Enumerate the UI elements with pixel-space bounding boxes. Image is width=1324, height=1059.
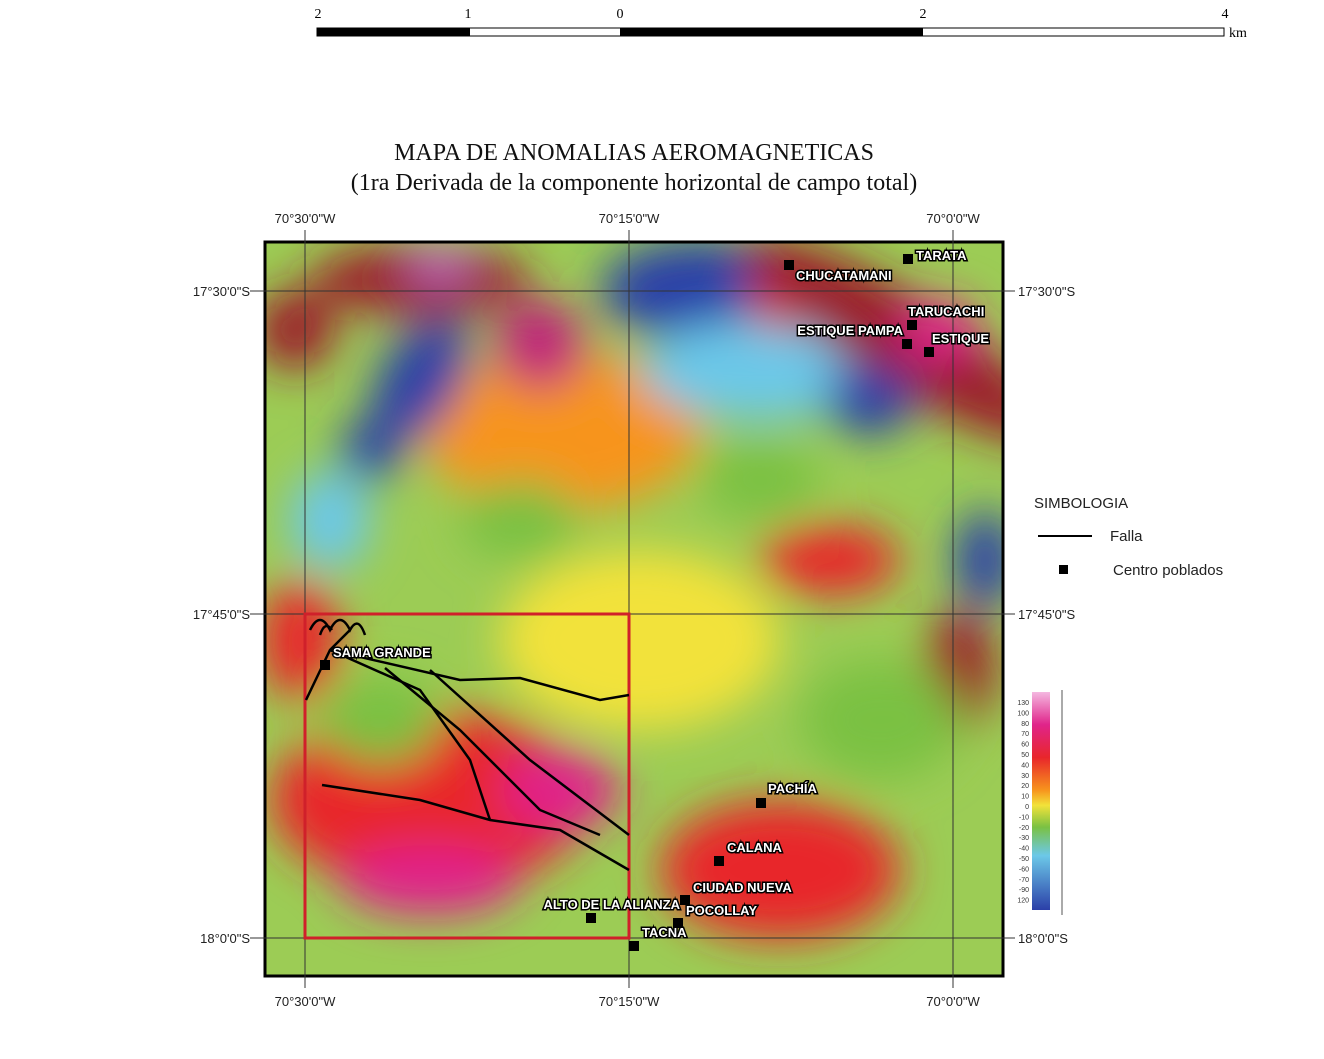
place-label: ESTIQUE [932,331,989,346]
map-frame [263,240,1005,978]
place-label: POCOLLAY [686,903,757,918]
colorbar-label: -90 [1019,887,1029,894]
legend-item: Centro poblados [1113,562,1223,579]
scale-label: 2 [920,7,927,22]
colorbar-label: 100 [1017,710,1029,717]
scale-label: 1 [465,7,472,22]
colorbar-label: 70 [1021,731,1029,738]
scale-label: 2 [315,7,322,22]
colorbar-label: 20 [1021,783,1029,790]
anomaly-raster [265,242,1003,976]
place-marker [907,320,917,330]
place-marker [586,913,596,923]
place-label: CIUDAD NUEVA [693,880,792,895]
scale-bar [316,27,1225,37]
place-label: TARATA [916,248,967,263]
place-marker [714,856,724,866]
place-marker [902,339,912,349]
legend-title: SIMBOLOGIA [1034,495,1128,512]
scale-label: 0 [617,7,624,22]
colorbar-label: -40 [1019,846,1029,853]
colorbar-label: 130 [1017,700,1029,707]
place-label: TARUCACHI [908,304,984,319]
legend-item: Falla [1110,528,1143,545]
colorbar-label: -20 [1019,825,1029,832]
place-label: ESTIQUE PAMPA [797,323,903,338]
place-label: SAMA GRANDE [333,645,431,660]
place-marker [680,895,690,905]
colorbar-label: 0 [1025,804,1029,811]
scale-label: 4 [1222,7,1229,22]
colorbar-label: -50 [1019,856,1029,863]
study-area [303,612,631,940]
coord-label: 17°30'0"S [1018,284,1075,299]
place-marker [756,798,766,808]
colorbar [1032,692,1050,910]
coord-label: 70°30'0"W [275,211,336,226]
coord-label: 18°0'0"S [1018,931,1068,946]
title: MAPA DE ANOMALIAS AEROMAGNETICAS [394,140,874,166]
coord-label: 17°30'0"S [193,284,250,299]
place-label: TACNA [642,925,687,940]
coord-label: 17°45'0"S [193,607,250,622]
coord-label: 70°15'0"W [599,994,660,1009]
colorbar-label: 40 [1021,762,1029,769]
coord-label: 70°30'0"W [275,994,336,1009]
colorbar-label: -30 [1019,835,1029,842]
legend-marker [1059,565,1068,574]
colorbar-label: -60 [1019,866,1029,873]
colorbar-label: 80 [1021,721,1029,728]
coord-label: 17°45'0"S [1018,607,1075,622]
place-marker [320,660,330,670]
faults [304,618,630,872]
colorbar-label: 120 [1017,898,1029,905]
scale-unit: km [1229,26,1247,41]
colorbar-label: 50 [1021,752,1029,759]
colorbar-label: -10 [1019,814,1029,821]
coord-label: 70°0'0"W [926,994,980,1009]
place-marker [629,941,639,951]
place-marker [924,347,934,357]
coord-label: 18°0'0"S [200,931,250,946]
place-label: PACHÍA [768,781,817,796]
coord-label: 70°0'0"W [926,211,980,226]
place-marker [903,254,913,264]
place-marker [673,918,683,928]
colorbar-label: -70 [1019,877,1029,884]
colorbar-label: 10 [1021,794,1029,801]
subtitle: (1ra Derivada de la componente horizonta… [351,170,917,196]
colorbar-label: 30 [1021,773,1029,780]
place-marker [784,260,794,270]
place-label: ALTO DE LA ALIANZA [544,897,681,912]
place-label: CHUCATAMANI [796,268,892,283]
colorbar-label: 60 [1021,742,1029,749]
coord-label: 70°15'0"W [599,211,660,226]
place-label: CALANA [727,840,782,855]
